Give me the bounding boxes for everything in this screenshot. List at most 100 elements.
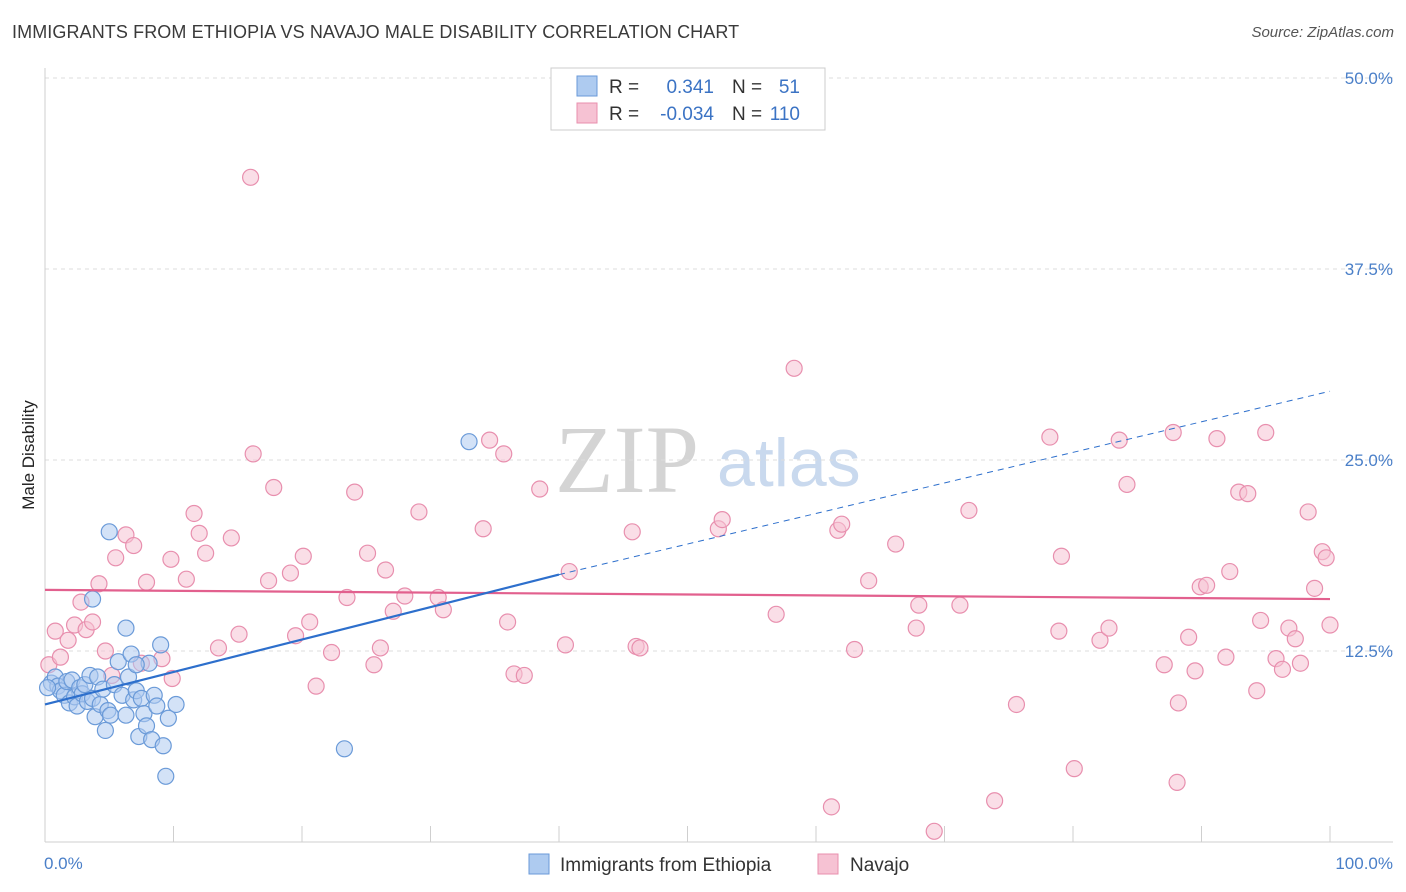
navajo-point-69	[907, 619, 925, 637]
navajo-point-49	[495, 445, 513, 463]
navajo-point-60	[713, 510, 731, 529]
ethiopia-point-47	[127, 656, 145, 674]
legend-swatch-navajo	[576, 102, 598, 124]
legend-r-label-1: R =	[609, 77, 639, 98]
x-axis-ticks	[44, 826, 1331, 842]
navajo-trendline	[44, 588, 1331, 601]
navajo-point-40	[371, 639, 389, 657]
navajo-point-108	[1317, 549, 1335, 567]
ethiopia-point-46	[117, 619, 135, 637]
navajo-point-103	[1286, 630, 1304, 648]
legend-n-value-2: 110	[770, 104, 800, 125]
navajo-point-61	[767, 605, 785, 623]
navajo-point-101	[1273, 660, 1292, 678]
navajo-point-50	[499, 613, 517, 631]
navajo-point-73	[960, 501, 978, 520]
ethiopia-point-49	[460, 433, 478, 451]
legend-n-value-1: 51	[779, 77, 800, 98]
watermark-zip: ZIP	[555, 406, 699, 513]
navajo-point-55	[560, 562, 578, 581]
navajo-point-13	[125, 536, 143, 555]
navajo-point-79	[1065, 760, 1083, 778]
navajo-point-30	[281, 564, 300, 582]
navajo-point-106	[1305, 579, 1324, 597]
gridlines	[45, 77, 1393, 652]
trendlines	[44, 390, 1331, 706]
navajo-point-67	[860, 572, 878, 590]
ethiopia-point-22	[101, 706, 120, 724]
navajo-point-99	[1257, 423, 1275, 442]
bottom-legend-swatch-navajo	[817, 853, 839, 875]
navajo-point-11	[107, 549, 125, 567]
y-tick-labels: 12.5% 25.0% 37.5% 50.0%	[1345, 69, 1393, 661]
navajo-point-43	[396, 587, 414, 605]
ethiopia-trendline-extension	[558, 390, 1331, 576]
ethiopia-point-38	[148, 697, 166, 715]
navajo-point-27	[242, 168, 260, 186]
watermark-atlas: atlas	[717, 425, 861, 501]
navajo-point-37	[346, 483, 364, 501]
navajo-point-35	[322, 643, 341, 662]
navajo-points	[40, 168, 1339, 840]
navajo-point-44	[410, 503, 428, 521]
navajo-point-53	[531, 480, 549, 498]
navajo-point-26	[259, 572, 278, 590]
navajo-point-85	[1168, 773, 1186, 792]
legend-swatch-ethiopia	[576, 75, 598, 97]
x-tick-label-max: 100.0%	[1335, 854, 1393, 873]
navajo-point-86	[1164, 423, 1182, 442]
ethiopia-point-40	[154, 737, 172, 755]
navajo-point-39	[365, 656, 383, 674]
navajo-point-54	[556, 636, 575, 654]
ethiopia-point-26	[117, 706, 135, 724]
navajo-point-88	[1180, 628, 1198, 646]
navajo-point-63	[822, 798, 841, 816]
navajo-point-36	[338, 588, 356, 607]
ethiopia-point-45	[100, 523, 118, 541]
legend-r-value-2: -0.034	[660, 104, 714, 125]
navajo-point-47	[474, 520, 492, 538]
navajo-point-68	[887, 535, 905, 553]
y-tick-label-1: 25.0%	[1345, 451, 1393, 470]
navajo-point-109	[1321, 616, 1339, 634]
navajo-point-32	[294, 547, 312, 565]
navajo-point-89	[1186, 662, 1204, 680]
series-legend: Immigrants from Ethiopia Navajo	[528, 853, 909, 876]
navajo-point-74	[986, 792, 1004, 810]
navajo-point-7	[83, 613, 102, 631]
navajo-point-1	[46, 622, 64, 640]
navajo-point-76	[1041, 428, 1059, 446]
navajo-point-104	[1291, 654, 1310, 672]
navajo-point-2	[51, 648, 70, 666]
navajo-point-66	[845, 640, 864, 659]
navajo-point-98	[1252, 611, 1270, 630]
x-tick-label-min: 0.0%	[44, 854, 83, 873]
navajo-point-23	[209, 639, 228, 657]
navajo-point-97	[1248, 682, 1266, 700]
y-tick-label-2: 37.5%	[1345, 260, 1393, 279]
navajo-point-52	[515, 666, 533, 685]
navajo-point-20	[185, 504, 203, 523]
navajo-point-28	[244, 445, 262, 463]
ethiopia-point-27	[119, 668, 138, 686]
legend-r-label-2: R =	[609, 104, 639, 125]
navajo-point-94	[1221, 562, 1239, 581]
ethiopia-point-20	[96, 721, 114, 740]
navajo-point-48	[481, 431, 499, 449]
navajo-point-72	[951, 596, 969, 614]
navajo-point-17	[163, 669, 181, 688]
navajo-point-91	[1198, 576, 1216, 594]
ethiopia-point-42	[159, 709, 177, 727]
navajo-point-70	[910, 596, 928, 614]
ethiopia-point-50	[38, 679, 57, 697]
navajo-point-24	[222, 529, 240, 547]
navajo-point-84	[1155, 656, 1173, 674]
navajo-point-80	[1091, 631, 1109, 649]
navajo-point-9	[96, 642, 114, 660]
ethiopia-trendline	[44, 573, 560, 706]
navajo-point-75	[1007, 695, 1026, 714]
navajo-point-93	[1217, 648, 1235, 666]
navajo-point-19	[177, 570, 195, 588]
source-label: Source: ZipAtlas.com	[1251, 24, 1394, 41]
